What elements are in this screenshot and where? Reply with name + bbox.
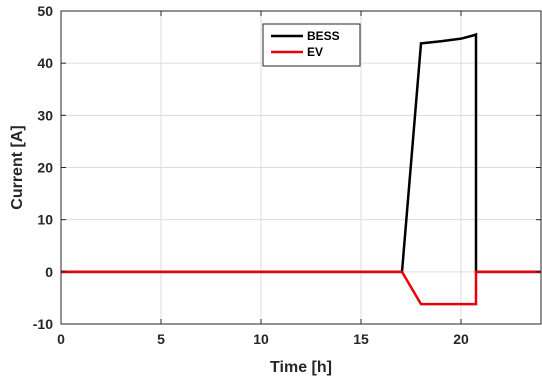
y-tick-label: -10 [33,316,53,332]
y-tick-label: 40 [37,55,53,71]
y-tick-labels: -10 0 10 20 30 40 50 [33,3,53,332]
x-tick-label: 15 [353,331,369,347]
y-tick-label: 20 [37,160,53,176]
legend-box [262,23,361,67]
y-tick-label: 10 [37,212,53,228]
series-lines [61,32,541,306]
x-axis-title: Time [h] [270,359,332,376]
y-tick-label: 30 [37,107,53,123]
series-line-bess [61,32,541,274]
legend-label-bess: BESS [307,29,340,43]
y-tick-label: 50 [37,3,53,19]
legend: BESS EV [262,23,361,67]
x-tick-label: 10 [253,331,269,347]
x-tick-label: 5 [157,331,165,347]
x-tick-label: 20 [453,331,469,347]
y-axis-title: Current [A] [9,125,26,209]
y-tick-label: 0 [45,264,53,280]
x-tick-labels: 0 5 10 15 20 [57,331,469,347]
x-tick-label: 0 [57,331,65,347]
axis-ticks [60,10,541,325]
series-line-ev [61,270,541,306]
legend-label-ev: EV [307,45,323,59]
